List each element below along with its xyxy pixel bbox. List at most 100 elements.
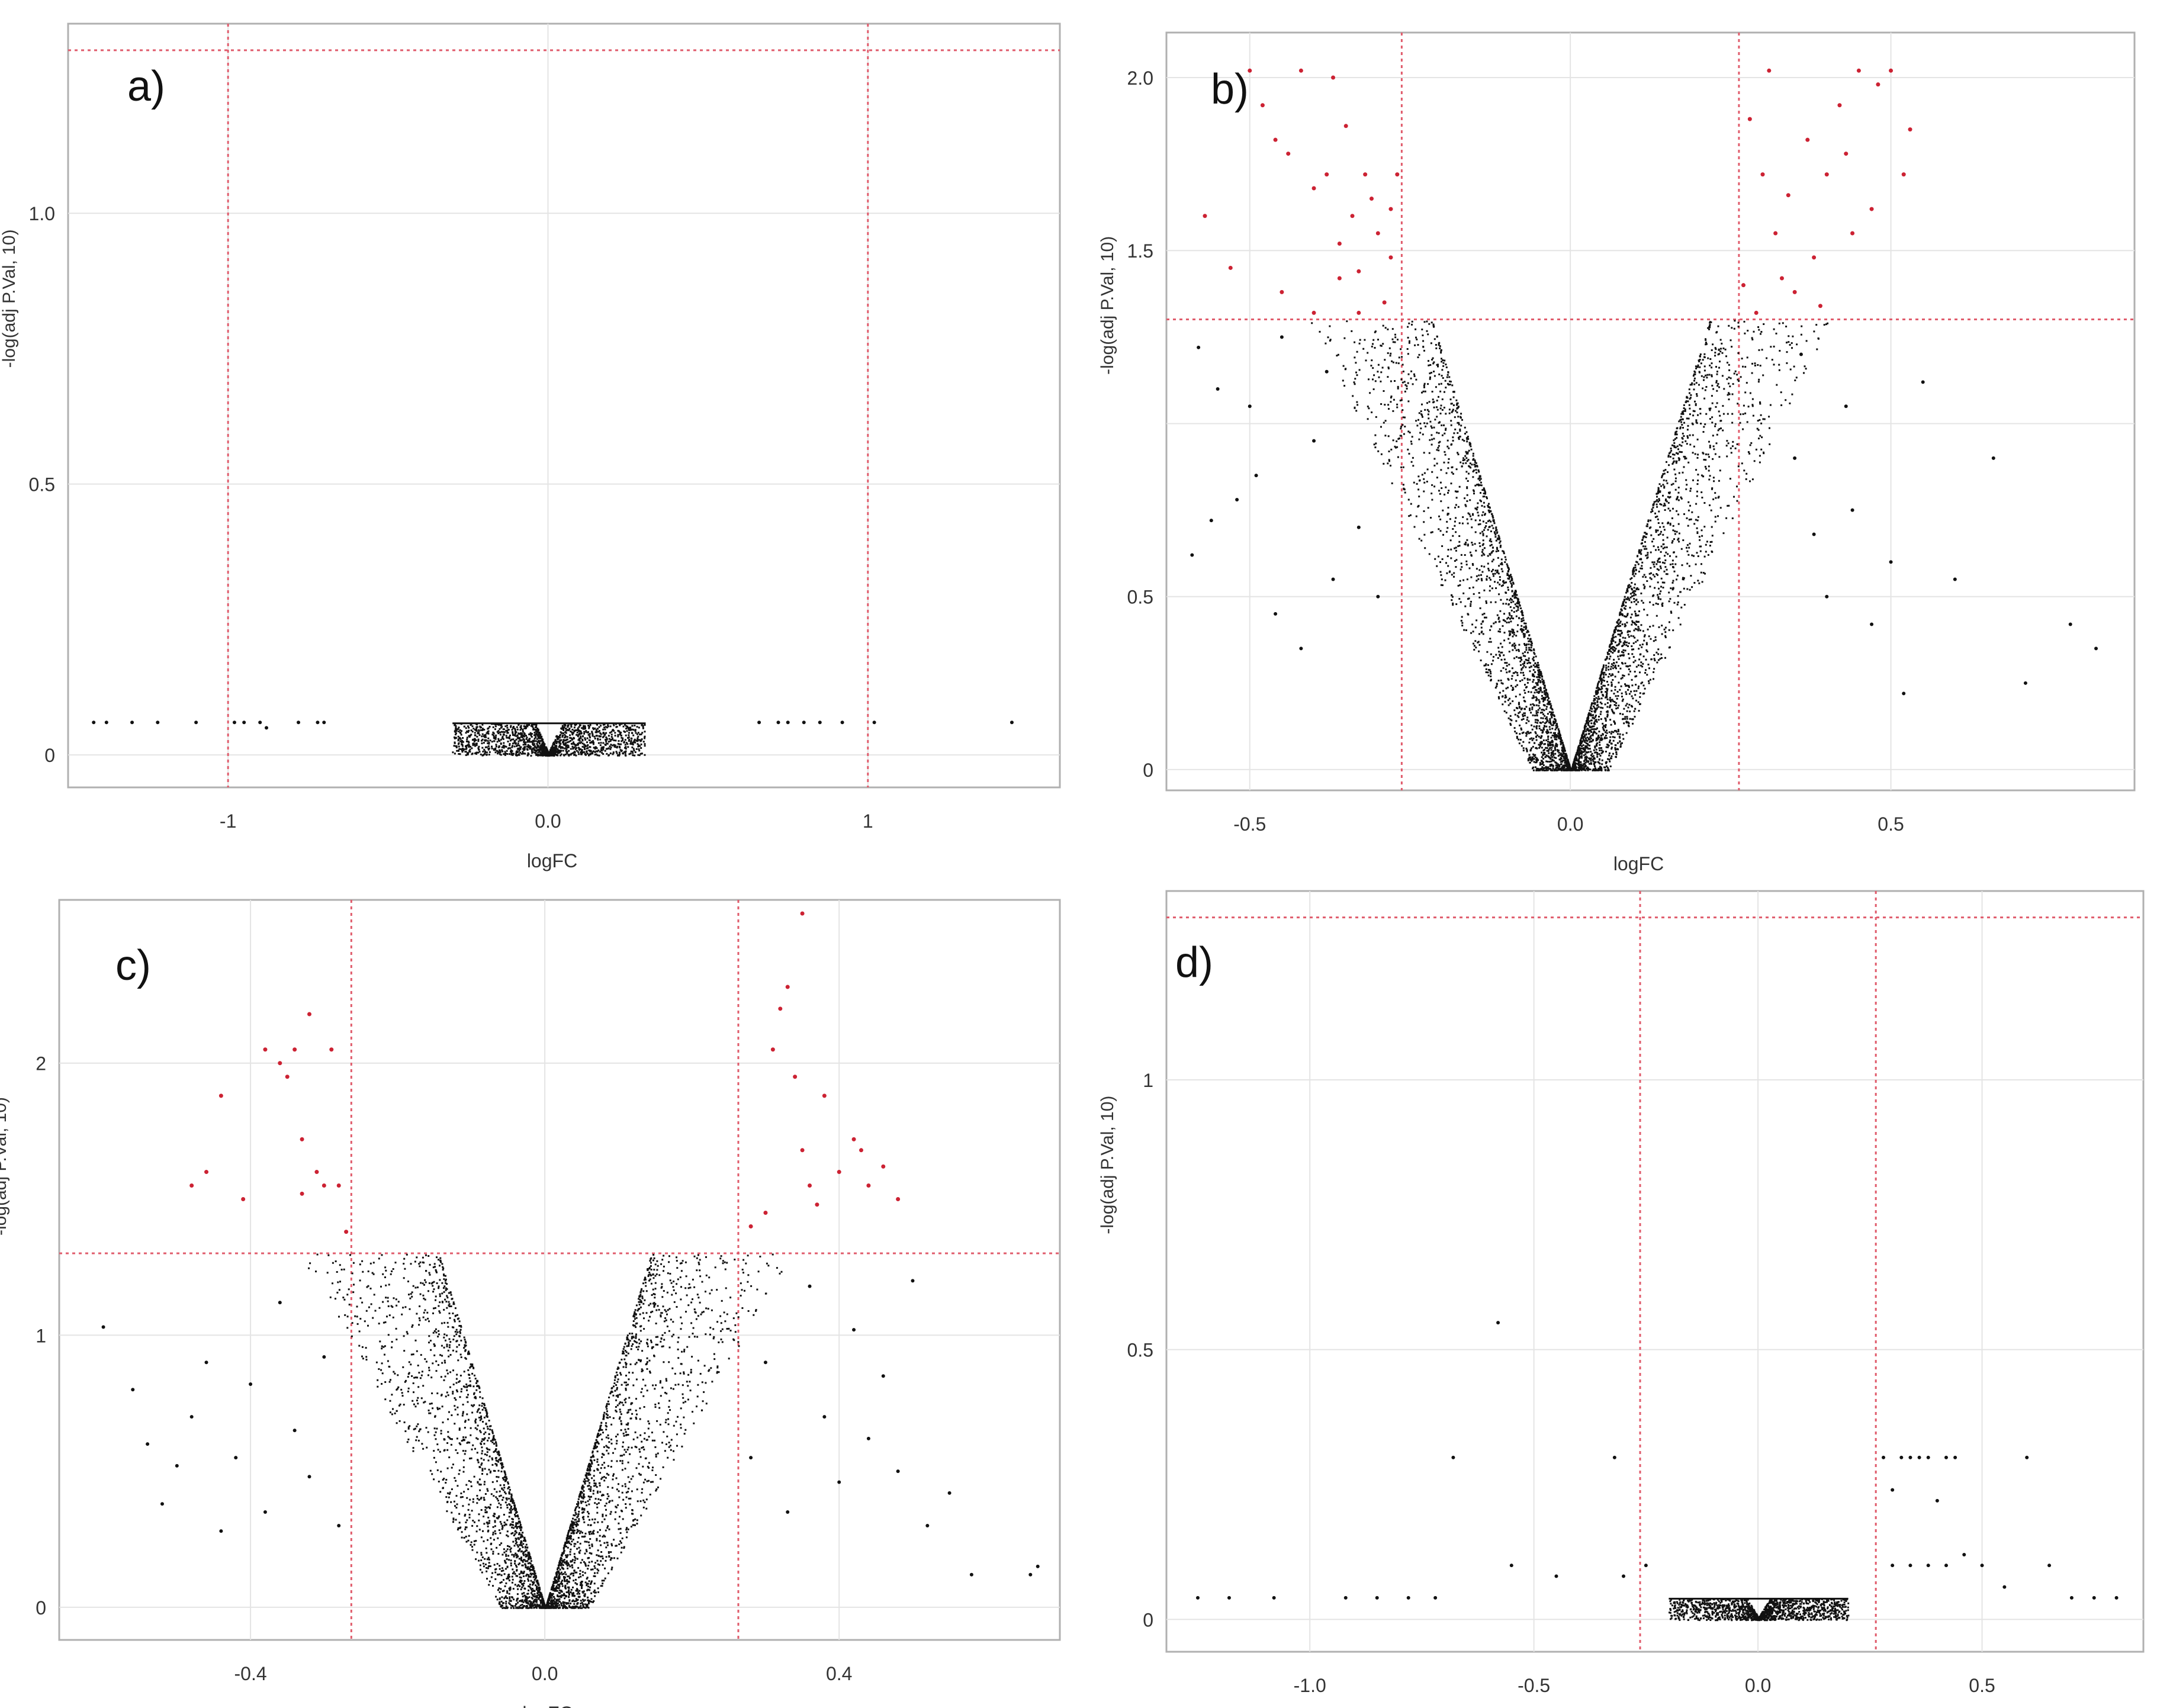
significant-gene-point xyxy=(1325,172,1329,177)
x-tick-label: 0.0 xyxy=(1557,813,1583,835)
significant-gene-point xyxy=(344,1230,349,1234)
gene-point xyxy=(2114,1596,2119,1600)
gene-point xyxy=(1216,387,1220,391)
significant-gene-point xyxy=(1356,310,1361,315)
significant-gene-point xyxy=(1343,124,1348,128)
significant-gene-point xyxy=(1889,68,1894,73)
x-tick-label: 0.5 xyxy=(1878,813,1904,835)
x-axis-label: logFC xyxy=(527,850,577,871)
gene-point xyxy=(837,1480,841,1484)
significant-gene-point xyxy=(815,1202,819,1207)
x-tick-label: 1 xyxy=(863,810,873,832)
x-tick-label: -0.5 xyxy=(1233,813,1266,835)
gene-point xyxy=(1227,1596,1231,1600)
significant-gene-point xyxy=(1248,68,1252,73)
gene-point xyxy=(911,1279,915,1283)
gene-point xyxy=(1356,525,1361,529)
significant-gene-point xyxy=(1337,276,1342,281)
y-tick-label: 0 xyxy=(1143,760,1153,781)
gene-point xyxy=(925,1523,930,1527)
gene-point xyxy=(818,720,822,725)
significant-gene-point xyxy=(1331,75,1336,80)
gene-point xyxy=(258,720,262,725)
gene-point xyxy=(1451,1455,1455,1459)
significant-gene-point xyxy=(1388,255,1393,260)
gene-point xyxy=(1644,1564,1648,1568)
gene-points-cloud xyxy=(452,722,646,757)
gene-point xyxy=(1980,1564,1984,1568)
y-tick-label: 1.0 xyxy=(29,203,55,224)
gene-point xyxy=(1882,1455,1886,1459)
gene-point xyxy=(146,1442,150,1446)
gene-point xyxy=(1375,1596,1379,1600)
gene-point xyxy=(1209,519,1213,523)
x-tick-label: 0.5 xyxy=(1969,1675,1995,1696)
gene-point xyxy=(1962,1552,1966,1556)
significant-gene-point xyxy=(1203,214,1207,218)
gene-point xyxy=(1554,1574,1558,1578)
significant-gene-point xyxy=(1754,310,1759,315)
gene-point xyxy=(265,726,268,730)
gene-point xyxy=(1844,404,1848,408)
significant-gene-point xyxy=(808,1183,812,1188)
gene-point xyxy=(2002,1585,2007,1589)
gene-point xyxy=(947,1491,951,1495)
significant-gene-point xyxy=(1779,276,1784,281)
gene-point xyxy=(802,720,806,725)
gene-point xyxy=(1991,456,1995,460)
gene-points-cloud xyxy=(1669,1597,1850,1622)
gene-point xyxy=(1280,335,1284,339)
panel-b: -0.5 0.0 0.5 0 0.5 1.5 2.0 logFC -log(adj P.Val,… xyxy=(1098,31,2136,874)
x-tick-label: -1.0 xyxy=(1294,1675,1326,1696)
gene-point xyxy=(131,1388,135,1392)
significant-gene-point xyxy=(1837,103,1842,108)
gene-point xyxy=(1235,498,1239,502)
gene-point xyxy=(1406,1596,1410,1600)
gene-point xyxy=(1825,594,1829,599)
significant-gene-point xyxy=(1228,265,1233,270)
gene-point xyxy=(1953,577,1957,581)
significant-gene-point xyxy=(800,911,805,916)
significant-gene-point xyxy=(770,1047,775,1052)
gene-point xyxy=(292,1429,297,1433)
y-axis-label: -log(adj P.Val, 10) xyxy=(0,1097,10,1236)
gene-point xyxy=(757,720,761,725)
gene-point xyxy=(322,720,326,725)
gene-point xyxy=(204,1360,208,1365)
gene-point xyxy=(969,1572,973,1577)
gene-point xyxy=(307,1475,311,1479)
gene-point xyxy=(175,1463,179,1468)
gene-point xyxy=(337,1523,341,1527)
gene-point xyxy=(101,1325,105,1329)
significant-gene-point xyxy=(1741,283,1746,288)
gene-point xyxy=(1926,1455,1930,1459)
significant-gene-point xyxy=(204,1170,209,1175)
significant-gene-point xyxy=(329,1047,334,1052)
gene-point xyxy=(872,720,876,725)
gene-point xyxy=(1944,1564,1948,1568)
gene-point xyxy=(1850,508,1854,512)
significant-gene-point xyxy=(263,1047,268,1052)
significant-gene-point xyxy=(1350,214,1355,218)
significant-gene-point xyxy=(1337,242,1342,246)
gene-point xyxy=(1908,1564,1912,1568)
plot-area xyxy=(58,899,1061,1641)
gene-point xyxy=(316,720,320,725)
gene-point xyxy=(1010,720,1014,725)
gene-point xyxy=(104,720,108,725)
significant-gene-point xyxy=(1260,103,1265,108)
significant-gene-point xyxy=(278,1061,282,1066)
significant-gene-point xyxy=(1747,117,1752,121)
significant-gene-point xyxy=(859,1148,863,1153)
panel-c: -0.4 0.0 0.4 0 1 2 logFC -log(adj P.Val, 10) c) xyxy=(0,899,1061,1708)
significant-gene-point xyxy=(896,1197,901,1202)
significant-gene-point xyxy=(1844,152,1849,156)
gene-point xyxy=(278,1301,282,1305)
significant-gene-point xyxy=(336,1183,341,1188)
gene-point xyxy=(1190,553,1194,557)
significant-gene-point xyxy=(1850,231,1855,236)
y-axis-label: -log(adj P.Val, 10) xyxy=(1098,236,1117,375)
gene-point xyxy=(1612,1455,1616,1459)
x-tick-label: 0.4 xyxy=(826,1663,852,1684)
significant-gene-point xyxy=(1382,300,1387,305)
